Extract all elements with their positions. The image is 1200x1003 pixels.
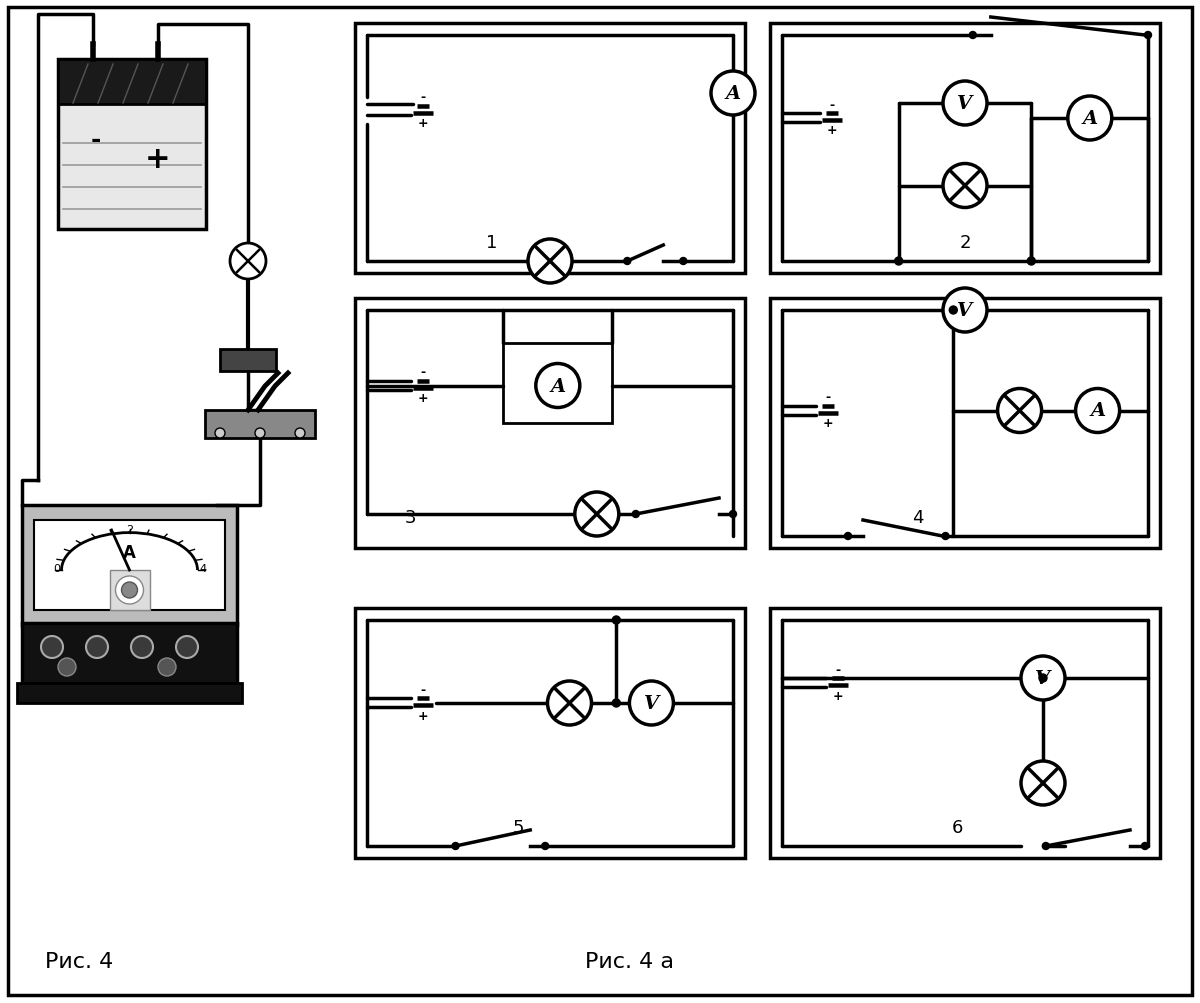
Bar: [355, 299, 745, 549]
Circle shape: [612, 699, 620, 707]
Circle shape: [295, 428, 305, 438]
Circle shape: [528, 240, 572, 284]
Bar: [770, 24, 1160, 274]
Circle shape: [710, 72, 755, 116]
Text: 1: 1: [486, 234, 497, 252]
Text: -: -: [420, 91, 426, 104]
Text: -: -: [91, 127, 101, 151]
Circle shape: [541, 843, 548, 850]
Text: -: -: [835, 663, 840, 676]
Text: A: A: [124, 544, 136, 562]
Bar: [58, 60, 206, 230]
Text: +: +: [827, 124, 838, 137]
Circle shape: [970, 32, 977, 39]
Circle shape: [230, 244, 266, 280]
Bar: [22, 506, 238, 531]
Text: +: +: [833, 689, 844, 702]
Circle shape: [176, 636, 198, 658]
Text: 6: 6: [952, 818, 962, 837]
Circle shape: [121, 583, 138, 599]
Text: 4: 4: [199, 564, 206, 574]
Bar: [34, 521, 226, 611]
Bar: [22, 624, 238, 685]
Text: A: A: [726, 85, 740, 103]
Circle shape: [1027, 258, 1036, 266]
Circle shape: [215, 428, 226, 438]
Circle shape: [115, 577, 144, 605]
Circle shape: [1075, 389, 1120, 433]
Text: A: A: [1090, 402, 1105, 420]
Circle shape: [1068, 97, 1112, 140]
Text: +: +: [823, 416, 833, 429]
Circle shape: [575, 492, 619, 537]
Circle shape: [1021, 656, 1066, 700]
Circle shape: [1145, 32, 1152, 39]
Circle shape: [131, 636, 154, 658]
Circle shape: [256, 428, 265, 438]
Circle shape: [630, 681, 673, 725]
Circle shape: [895, 258, 902, 266]
Circle shape: [632, 511, 640, 518]
Circle shape: [845, 533, 852, 540]
Text: A: A: [551, 377, 565, 395]
Circle shape: [730, 511, 737, 518]
Circle shape: [949, 307, 958, 315]
Text: 0: 0: [53, 564, 60, 574]
Circle shape: [158, 658, 176, 676]
Circle shape: [943, 164, 988, 209]
Circle shape: [943, 82, 988, 125]
Circle shape: [943, 289, 988, 333]
Text: 5: 5: [514, 818, 524, 837]
Text: V: V: [958, 302, 972, 320]
Text: -: -: [420, 683, 426, 696]
Text: -: -: [420, 366, 426, 379]
Text: Рис. 4 а: Рис. 4 а: [586, 951, 674, 971]
Bar: [355, 24, 745, 274]
Circle shape: [1039, 674, 1046, 682]
Circle shape: [1043, 843, 1049, 850]
Text: 3: 3: [404, 509, 415, 527]
Circle shape: [942, 533, 949, 540]
Text: -: -: [826, 391, 830, 404]
Text: V: V: [1036, 669, 1050, 687]
Bar: [355, 609, 745, 859]
Circle shape: [536, 364, 580, 408]
Circle shape: [624, 258, 631, 265]
Text: Рис. 4: Рис. 4: [46, 951, 113, 971]
Text: +: +: [145, 145, 170, 175]
Bar: [205, 410, 316, 438]
Bar: [220, 350, 276, 372]
Text: V: V: [644, 694, 659, 712]
Bar: [109, 571, 150, 611]
Circle shape: [41, 636, 64, 658]
Circle shape: [1141, 843, 1148, 850]
Circle shape: [612, 617, 620, 625]
Bar: [17, 683, 242, 703]
Circle shape: [452, 843, 460, 850]
Text: V: V: [958, 95, 972, 113]
Bar: [22, 506, 238, 626]
Text: +: +: [418, 709, 428, 722]
Circle shape: [547, 681, 592, 725]
Text: 2: 2: [959, 234, 971, 252]
Circle shape: [1021, 761, 1066, 805]
Text: 4: 4: [912, 509, 924, 527]
Text: +: +: [418, 117, 428, 129]
Bar: [770, 609, 1160, 859]
Bar: [770, 299, 1160, 549]
Text: +: +: [418, 391, 428, 404]
Circle shape: [86, 636, 108, 658]
Text: 2: 2: [126, 525, 133, 535]
Text: A: A: [1082, 110, 1097, 127]
Circle shape: [58, 658, 76, 676]
Circle shape: [680, 258, 686, 265]
Bar: [503, 344, 612, 423]
Bar: [58, 60, 206, 105]
Circle shape: [997, 389, 1042, 433]
Text: -: -: [829, 99, 834, 111]
